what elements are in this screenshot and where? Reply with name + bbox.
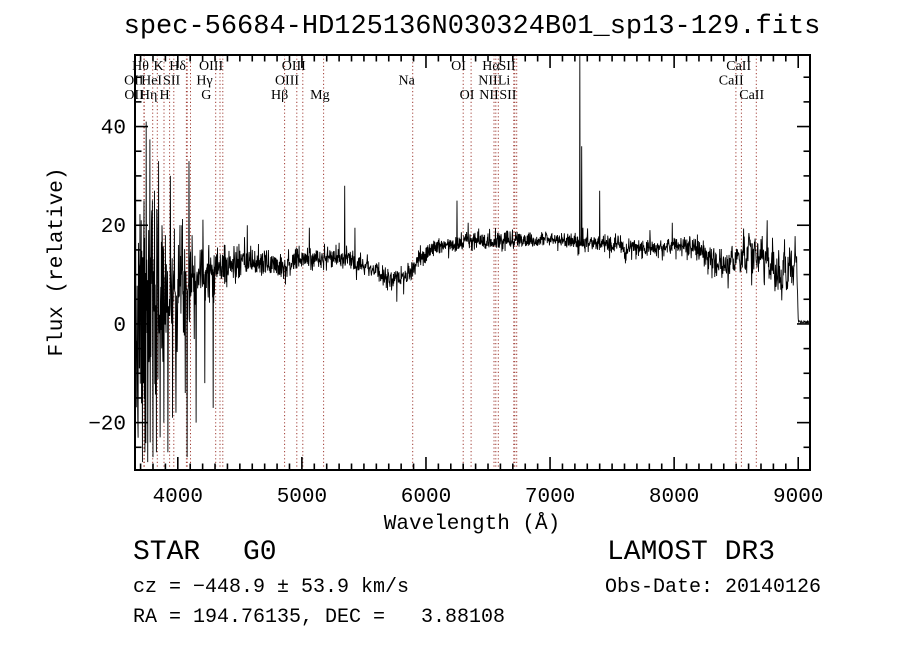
line-marker-label: CaII [726,59,751,74]
plot-title: spec-56684-HD125136N030324B01_sp13-129.f… [124,12,821,42]
object-class: STAR [133,537,200,568]
line-marker-lines [143,55,757,470]
line-marker-label: OIII [199,59,223,74]
line-marker-label: OII [124,88,144,103]
ra-dec: RA = 194.76135, DEC = 3.88108 [133,606,505,629]
y-tick-label: 40 [101,118,126,141]
object-subclass: G0 [243,537,277,568]
line-marker-label: OIII [282,59,306,74]
line-marker-label: Hβ [271,88,288,103]
line-marker-label: SII [498,59,515,74]
y-tick-label: 20 [101,216,126,239]
y-tick-label: −20 [88,414,126,437]
obs-date: Obs-Date: 20140126 [605,576,821,599]
line-marker-label: Li [498,74,511,89]
line-marker-label: Hα [482,59,500,74]
line-marker-label: NII [479,88,499,103]
x-tick-label: 4000 [153,486,203,509]
line-marker-label: H [159,88,169,103]
y-tick-label: 0 [113,315,126,338]
line-marker-label: SII [499,88,516,103]
line-marker-label: Hη [140,88,157,103]
line-marker-label: K [154,59,164,74]
line-marker-label: Hδ [169,59,186,74]
x-tick-label: 8000 [649,486,699,509]
x-tick-label: 5000 [277,486,327,509]
spectrum-trace-group [135,54,810,463]
x-tick-label: 6000 [401,486,451,509]
axes-and-ticks [134,54,811,471]
tick-labels: 4000 5000 6000 7000 8000 9000 −20 0 20 40 [88,118,823,509]
line-marker-label: CaII [739,88,764,103]
line-marker-label: Mg [310,88,329,103]
y-axis-label: Flux (relative) [46,167,69,356]
line-marker-label: G [201,88,211,103]
line-marker-label: Na [399,74,416,89]
line-marker-label: SII [163,74,180,89]
spectrum-trace [135,54,810,463]
plot-frame [134,54,811,471]
survey-release: LAMOST DR3 [607,537,775,568]
line-marker-label: HeI [141,74,162,89]
line-marker-label: Hγ [196,74,212,89]
line-marker-label: OII [124,74,144,89]
x-tick-label: 7000 [525,486,575,509]
line-marker-label: Hθ [132,59,149,74]
line-marker-label: OI [451,59,466,74]
line-marker-label: OIII [275,74,299,89]
line-marker-label: NII [478,74,498,89]
x-tick-label: 9000 [773,486,823,509]
line-marker-label: CaII [719,74,744,89]
x-axis-label: Wavelength (Å) [384,513,560,536]
cz-value: cz = −448.9 ± 53.9 km/s [133,576,409,599]
line-marker-label: OI [460,88,475,103]
